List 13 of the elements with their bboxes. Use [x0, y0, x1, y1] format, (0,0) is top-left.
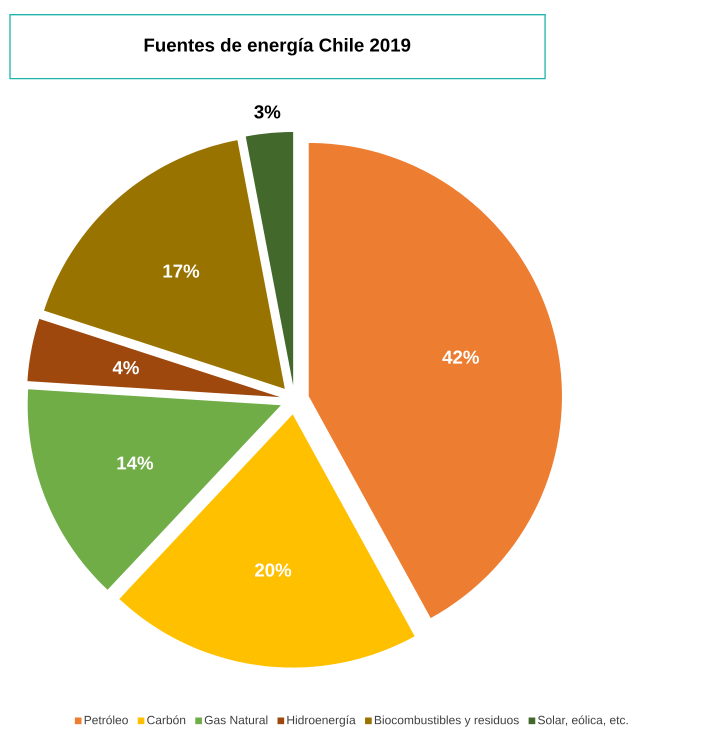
legend-label: Hidroenergía: [288, 715, 356, 727]
data-label: 17%: [164, 264, 200, 278]
legend-label: Biocombustibles y residuos: [375, 715, 519, 727]
chart-title: Fuentes de energía Chile 2019: [144, 38, 410, 56]
legend-label: Gas Natural: [204, 715, 268, 724]
legend-label: Solar, eólica, etc.: [538, 715, 628, 726]
data-label: 3%: [254, 105, 280, 119]
legend-label: Carbón: [147, 715, 186, 724]
data-label: 42%: [442, 350, 480, 364]
data-label: 4%: [112, 361, 140, 374]
data-label: 14%: [118, 456, 154, 470]
legend-label: Petróleo: [84, 715, 128, 724]
data-label: 20%: [255, 563, 292, 577]
